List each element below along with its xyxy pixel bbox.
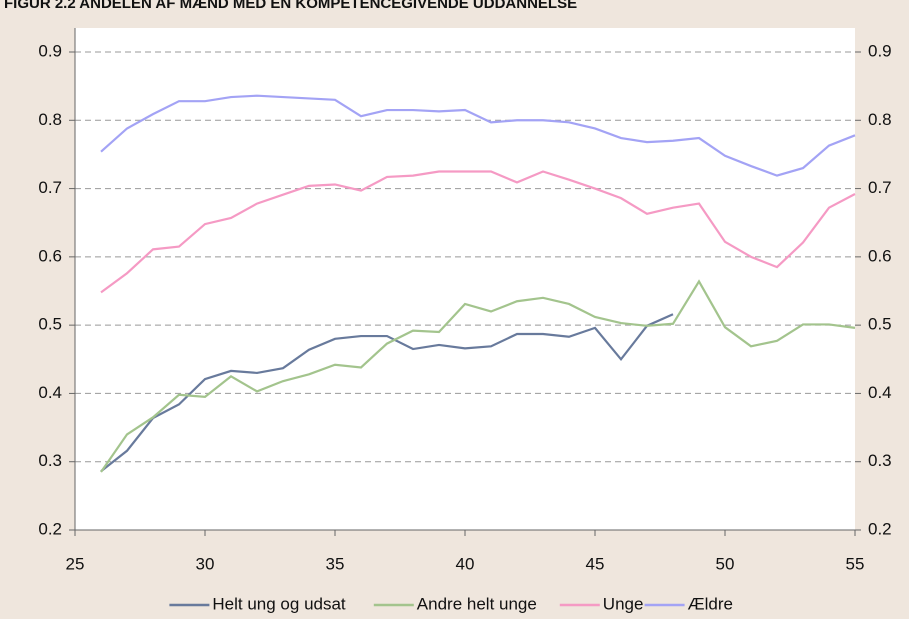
legend-label: Ældre <box>688 594 733 613</box>
x-tick-label: 25 <box>66 554 85 573</box>
x-tick-label: 35 <box>326 554 345 573</box>
y-tick-label: 0.5 <box>38 315 62 334</box>
y2-tick-label: 0.3 <box>868 451 892 470</box>
y-tick-label: 0.9 <box>38 41 62 60</box>
x-tick-label: 30 <box>196 554 215 573</box>
plot-area <box>75 28 855 530</box>
y2-tick-label: 0.5 <box>868 315 892 334</box>
x-tick-label: 40 <box>456 554 475 573</box>
x-tick-label: 50 <box>716 554 735 573</box>
series-line <box>100 170 856 294</box>
y2-tick-label: 0.2 <box>868 519 892 538</box>
y2-tick-label: 0.4 <box>868 383 892 402</box>
series-line <box>100 94 856 177</box>
series-line <box>100 313 674 473</box>
y2-tick-label: 0.9 <box>868 41 892 60</box>
y-tick-label: 0.6 <box>38 246 62 265</box>
y-tick-label: 0.7 <box>38 178 62 197</box>
legend-label: Helt ung og udsat <box>212 594 346 613</box>
y-tick-label: 0.8 <box>38 110 62 129</box>
chart-title: FIGUR 2.2 ANDELEN AF MÆND MED EN KOMPETE… <box>4 0 577 12</box>
y-tick-label: 0.2 <box>38 519 62 538</box>
y-tick-label: 0.4 <box>38 383 62 402</box>
legend-label: Unge <box>603 594 644 613</box>
x-tick-label: 55 <box>846 554 865 573</box>
x-tick-label: 45 <box>586 554 605 573</box>
y2-tick-label: 0.7 <box>868 178 892 197</box>
series-line <box>100 279 856 473</box>
y2-tick-label: 0.6 <box>868 246 892 265</box>
y2-tick-label: 0.8 <box>868 110 892 129</box>
legend-label: Andre helt unge <box>417 594 537 613</box>
y-tick-label: 0.3 <box>38 451 62 470</box>
